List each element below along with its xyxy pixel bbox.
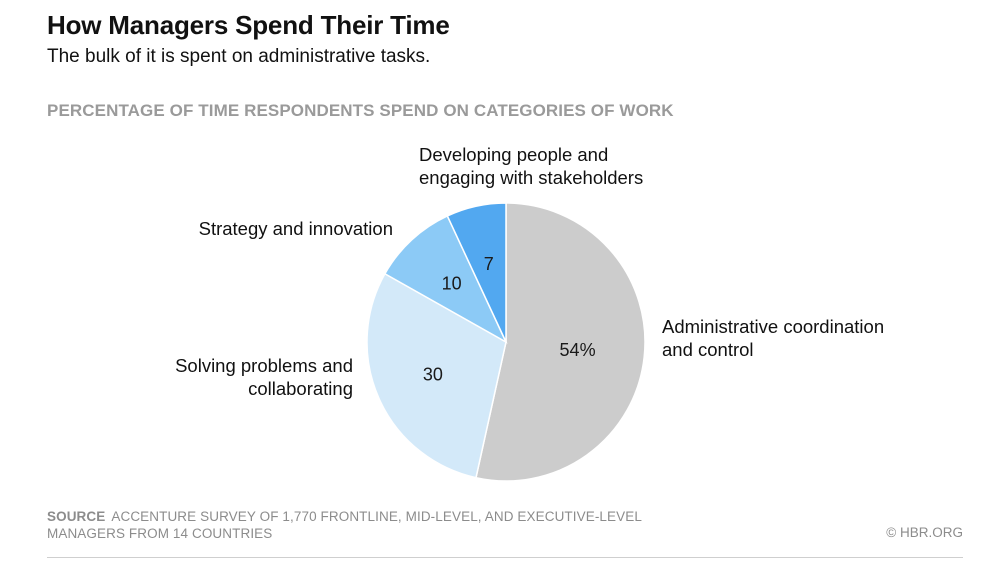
slice-value-label-3: 7 — [484, 254, 494, 274]
slice-value-label-2: 10 — [442, 273, 462, 293]
slice-category-label-0-line-0: Administrative coordination — [662, 316, 884, 337]
slice-value-label-1: 30 — [423, 365, 443, 385]
chart-heading: PERCENTAGE OF TIME RESPONDENTS SPEND ON … — [47, 101, 674, 120]
slice-category-label-1-line-0: Solving problems and — [175, 355, 353, 376]
copyright-credit: © HBR.ORG — [886, 525, 963, 540]
source-text-line1: ACCENTURE SURVEY OF 1,770 FRONTLINE, MID… — [111, 509, 642, 524]
slice-category-label-3-line-0: Developing people and — [419, 144, 608, 165]
source-label: SOURCE — [47, 509, 106, 524]
slice-category-label-2-line-0: Strategy and innovation — [199, 218, 393, 239]
slice-category-label-1-line-1: collaborating — [248, 378, 353, 399]
bottom-divider — [47, 557, 963, 558]
pie-slice-1 — [366, 272, 507, 479]
slice-category-label-0-line-1: and control — [662, 339, 754, 360]
pie-slice-3 — [446, 202, 507, 343]
chart-title: How Managers Spend Their Time — [47, 10, 450, 40]
pie-slice-2 — [383, 214, 508, 344]
slice-category-label-3-line-1: engaging with stakeholders — [419, 167, 643, 188]
slice-value-label-0: 54% — [560, 340, 596, 360]
chart-subtitle: The bulk of it is spent on administrativ… — [47, 46, 431, 67]
pie-slice-0 — [475, 202, 646, 482]
source-note: SOURCE ACCENTURE SURVEY OF 1,770 FRONTLIN… — [47, 508, 642, 542]
source-text-line2: MANAGERS FROM 14 COUNTRIES — [47, 526, 273, 541]
